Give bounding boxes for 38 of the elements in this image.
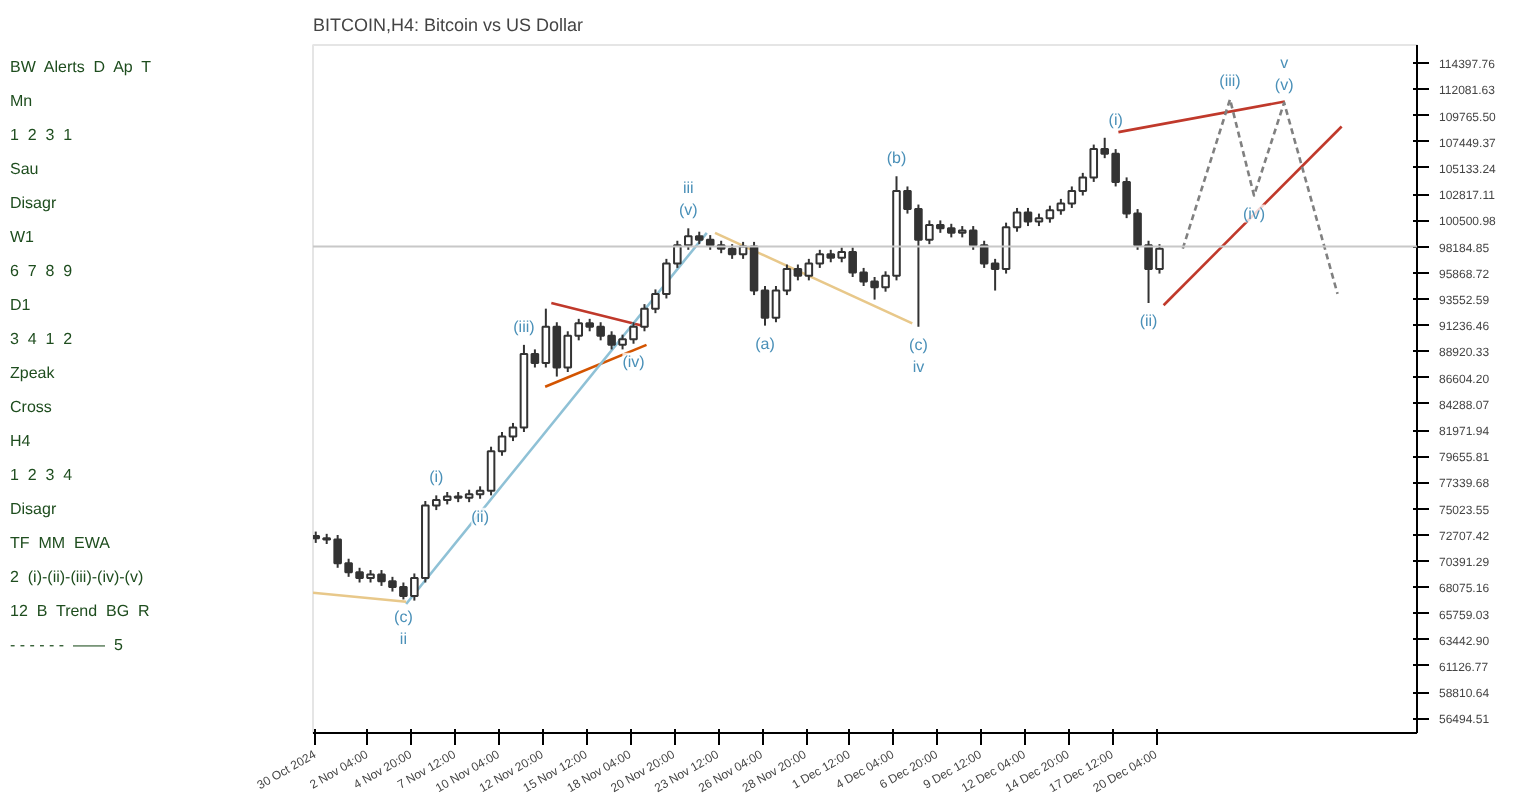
text: 1 2 3 4: [10, 464, 75, 488]
annotation: (iv): [1242, 204, 1266, 223]
text: D1: [10, 294, 33, 318]
text: TF MM EWA: [10, 532, 112, 556]
text: - - - - - - —— 5: [10, 634, 125, 658]
annotation: (b): [886, 149, 907, 168]
annotation: (iii): [1219, 72, 1242, 91]
annotation: ii: [399, 630, 408, 649]
text: 3 4 1 2: [10, 328, 75, 352]
annotation: v: [1280, 53, 1289, 72]
text: H4: [10, 430, 33, 454]
text: 12 B Trend BG R: [10, 600, 152, 624]
annotation: iv: [912, 357, 925, 376]
annotation: (ii): [471, 507, 490, 526]
text: Disagr: [10, 498, 59, 522]
text: Disagr: [10, 192, 59, 216]
annotation: (iii): [513, 317, 536, 336]
annotation: (i): [429, 468, 445, 487]
annotation: (c): [394, 608, 414, 627]
annotation: (iv): [622, 352, 646, 371]
text: Cross: [10, 396, 54, 420]
annotation: (c): [909, 335, 929, 354]
annotation: (a): [755, 334, 776, 353]
annotation: (v): [678, 201, 699, 220]
text: W1: [10, 226, 36, 250]
text: Zpeak: [10, 362, 57, 386]
text: 2 (i)-(ii)-(iii)-(iv)-(v): [10, 566, 146, 590]
text: 1 2 3 1: [10, 124, 75, 148]
chart-title: BITCOIN,H4: Bitcoin vs US Dollar: [313, 15, 584, 35]
text: Sau: [10, 158, 41, 182]
annotation: iii: [682, 179, 695, 198]
annotation: (ii): [1139, 312, 1159, 330]
text: BW Alerts D Ap T: [10, 56, 152, 80]
line-series: [1181, 98, 1339, 296]
annotation: (i): [1108, 110, 1124, 129]
text: Mn: [10, 90, 35, 114]
text: 6 7 8 9: [10, 260, 75, 284]
annotation: (v): [1274, 75, 1295, 94]
